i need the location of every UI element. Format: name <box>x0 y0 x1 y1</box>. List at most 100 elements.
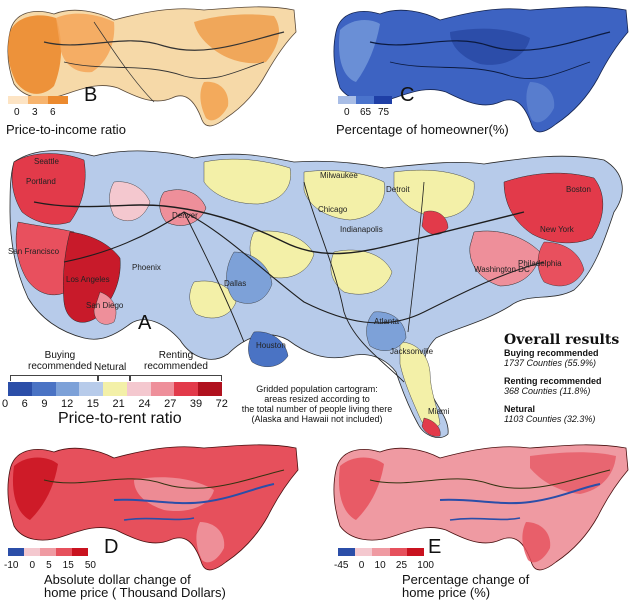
legend-tick: 15 <box>86 398 99 410</box>
legend-tick: 0 <box>358 560 365 571</box>
legend-bracket-buying <box>10 375 98 381</box>
map-homeowner-percentage <box>333 6 629 133</box>
legend-swatch <box>338 548 356 556</box>
legend-swatch <box>40 548 56 556</box>
city-label: San Francisco <box>8 247 60 256</box>
legend-swatch <box>389 548 407 556</box>
results-renting-value: 368 Counties (11.8%) <box>504 386 591 396</box>
legend-bar-b <box>8 96 68 104</box>
legend-swatch <box>28 96 48 104</box>
legend-swatch <box>338 96 356 104</box>
panel-letter-b: B <box>84 84 98 106</box>
legend-swatch <box>72 548 88 556</box>
city-label: New York <box>540 225 575 234</box>
panel-letter-c: C <box>400 84 415 106</box>
city-label: Denver <box>172 211 198 220</box>
city-label: Los Angeles <box>66 275 110 284</box>
legend-tick: 65 <box>360 107 372 118</box>
results-title: Overall results <box>504 332 620 348</box>
legend-tick: 6 <box>50 107 56 118</box>
legend-tick: 72 <box>215 398 228 410</box>
legend-swatch <box>31 382 56 396</box>
legend-tick: 12 <box>60 398 74 410</box>
results-renting-label: Renting recommended <box>504 376 602 386</box>
legend-tick: 0 <box>2 398 9 410</box>
legend-tick: 0 <box>344 107 350 118</box>
legend-swatch <box>8 382 32 396</box>
legend-swatch <box>372 548 390 556</box>
legend-tick: 25 <box>395 560 408 571</box>
cartogram-note: Gridded population cartogram: areas resi… <box>241 384 393 424</box>
legend-ticks-e: -45 0 10 25 100 <box>334 560 434 571</box>
city-label: Indianapolis <box>340 225 383 234</box>
legend-bar-c <box>338 96 392 104</box>
legend-swatch <box>150 382 175 396</box>
legend-tick: 5 <box>46 560 52 571</box>
panel-letter-d: D <box>104 536 119 558</box>
city-label: Boston <box>566 185 591 194</box>
city-label: Milwaukee <box>320 171 358 180</box>
city-label: Seattle <box>34 157 59 166</box>
legend-swatch <box>8 548 24 556</box>
legend-tick: 10 <box>374 560 386 571</box>
legend-swatch <box>48 96 68 104</box>
legend-group-buying: Buying recommended <box>28 350 92 372</box>
legend-swatch <box>406 548 425 556</box>
city-label: Dallas <box>224 279 246 288</box>
city-label: San Diego <box>86 301 124 310</box>
legend-swatch <box>126 382 151 396</box>
legend-group-renting: Renting recommended <box>144 350 208 372</box>
legend-swatch <box>356 96 374 104</box>
legend-title-a: Price-to-rent ratio <box>58 410 182 427</box>
legend-tick: 39 <box>189 398 203 410</box>
legend-tick: 24 <box>138 398 151 410</box>
legend-title-b: Price-to-income ratio <box>6 122 126 137</box>
legend-bracket-renting <box>130 375 222 381</box>
panel-letter-e: E <box>428 536 442 558</box>
city-label: Washington DC <box>474 265 530 274</box>
legend-swatch <box>355 548 373 556</box>
legend-swatch <box>198 382 223 396</box>
legend-title-e-line2: home price (%) <box>402 585 491 600</box>
city-label: Portland <box>26 177 56 186</box>
legend-swatch <box>24 548 40 556</box>
city-label: Miami <box>428 407 450 416</box>
city-label: Philadelphia <box>518 259 562 268</box>
legend-ticks-d: -10 0 5 15 50 <box>4 560 96 571</box>
legend-swatch <box>103 382 127 396</box>
legend-bar-a <box>8 382 223 396</box>
legend-tick: 75 <box>378 107 390 118</box>
city-label: Detroit <box>386 185 410 194</box>
results-buying-value: 1737 Counties (55.9%) <box>504 358 597 368</box>
legend-title-e-line1: Percentage change of <box>402 572 530 587</box>
legend-ticks-a: 0 6 9 12 15 21 24 27 39 72 <box>2 398 228 410</box>
legend-tick: 15 <box>62 560 74 571</box>
legend-title-c: Percentage of homeowner(%) <box>336 122 509 137</box>
legend-tick: 27 <box>164 398 177 410</box>
legend-tick: 50 <box>84 560 96 571</box>
legend-bar-d <box>8 548 88 556</box>
legend-tick: 0 <box>29 560 36 571</box>
results-buying-label: Buying recommended <box>504 348 599 358</box>
results-netural-label: Netural <box>504 404 536 414</box>
map-price-to-rent: Seattle Portland San Francisco Los Angel… <box>8 150 623 438</box>
legend-bar-e <box>338 548 425 556</box>
panel-letter-a: A <box>138 312 152 334</box>
city-label: Atlanta <box>374 317 399 326</box>
legend-swatch <box>55 382 80 396</box>
legend-tick: -10 <box>4 560 19 571</box>
city-label: Phoenix <box>132 263 161 272</box>
overall-results: Overall results Buying recommended 1737 … <box>504 332 636 424</box>
map-percentage-price-change <box>333 444 629 571</box>
legend-swatch <box>174 382 199 396</box>
legend-bracket-netural <box>98 375 130 381</box>
map-absolute-price-change <box>7 444 299 571</box>
legend-tick: 0 <box>14 107 20 118</box>
legend-tick: 100 <box>417 560 434 571</box>
legend-tick: 21 <box>112 398 125 410</box>
legend-tick: 6 <box>21 398 28 410</box>
legend-group-netural: Netural <box>94 362 127 373</box>
map-price-to-income <box>7 6 297 127</box>
legend-title-d-line2: home price ( Thousand Dollars) <box>44 585 226 600</box>
city-label: Jacksonville <box>390 347 434 356</box>
